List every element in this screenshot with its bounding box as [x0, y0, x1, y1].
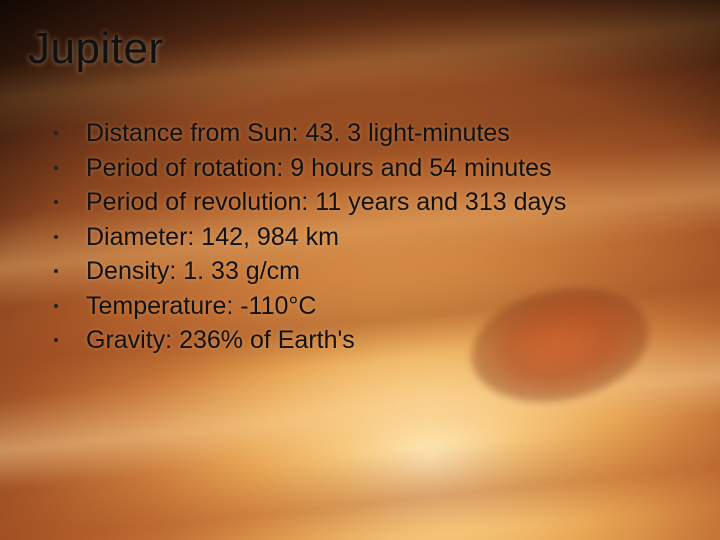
- list-item: Distance from Sun: 43. 3 light-minutes: [86, 116, 692, 151]
- list-item: Period of revolution: 11 years and 313 d…: [86, 185, 692, 220]
- slide-content: Jupiter Distance from Sun: 43. 3 light-m…: [0, 0, 720, 382]
- page-title: Jupiter: [28, 24, 692, 74]
- list-item: Gravity: 236% of Earth's: [86, 323, 692, 358]
- list-item: Diameter: 142, 984 km: [86, 220, 692, 255]
- list-item: Density: 1. 33 g/cm: [86, 254, 692, 289]
- list-item: Temperature: -110°C: [86, 289, 692, 324]
- list-item: Period of rotation: 9 hours and 54 minut…: [86, 151, 692, 186]
- facts-list: Distance from Sun: 43. 3 light-minutes P…: [28, 116, 692, 358]
